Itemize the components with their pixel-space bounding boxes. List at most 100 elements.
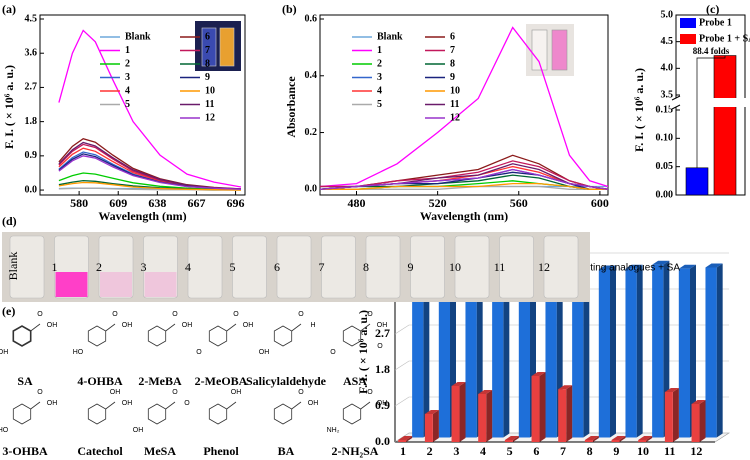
vial-label: 9 (408, 260, 414, 274)
x-tick-label: 696 (227, 196, 245, 210)
bar-top (558, 385, 573, 390)
bar-side (636, 264, 643, 438)
bar (691, 404, 700, 442)
atom-label: OH (182, 322, 193, 329)
atom-label: O (367, 389, 373, 396)
atom-label: OH (133, 427, 144, 434)
bar-top (504, 436, 519, 440)
atom-label: OH (377, 322, 388, 329)
ring (147, 325, 167, 347)
vial-label: 3 (141, 260, 147, 274)
atom-label: OH (110, 389, 121, 396)
y-tick-label: 2.7 (375, 326, 390, 340)
bar-top (691, 400, 706, 404)
ring (87, 403, 107, 425)
ring (12, 403, 32, 425)
bar (705, 267, 717, 438)
ring (208, 325, 228, 347)
atom-label: NH₂ (327, 427, 340, 434)
bar-side (512, 436, 519, 442)
axis-break-mark (671, 95, 681, 101)
legend-label: Probe 1 + SA (699, 33, 750, 44)
legend-swatch (680, 18, 696, 28)
atom-label: O (37, 389, 43, 396)
compound-name: Salicylaldehyde (246, 374, 327, 388)
atom-label: O (172, 311, 178, 318)
series-line (58, 153, 242, 190)
legend-label: 4 (125, 85, 130, 96)
compound-name: 3-OHBA (2, 444, 48, 458)
y-tick-label: 3.5 (661, 89, 674, 100)
y-tick-label: 0.9 (25, 150, 38, 161)
panel-label: (a) (2, 2, 16, 16)
x-tick-label: 6 (533, 444, 539, 458)
bar-side (539, 372, 546, 442)
bond (30, 323, 41, 332)
vial (454, 235, 490, 299)
legend-label: 8 (205, 58, 210, 69)
legend-label: 2 (125, 58, 130, 69)
legend-label: Competing analogues + SA (558, 263, 680, 274)
bond (226, 401, 237, 410)
axis-break (670, 98, 750, 107)
bar (492, 266, 504, 438)
grid-line (394, 432, 729, 443)
series-line (320, 160, 609, 190)
bond (291, 323, 302, 332)
series-line (58, 155, 242, 190)
bar (424, 414, 433, 442)
y-tick-label: 0.0 (25, 184, 38, 195)
bar-top (652, 260, 670, 265)
legend-swatch (680, 34, 696, 44)
x-tick-label: 3 (453, 444, 459, 458)
bar-side (583, 264, 590, 438)
y-tick-label: 0.9 (375, 398, 390, 412)
legend-label: 10 (450, 85, 460, 96)
bar-side (646, 436, 653, 442)
bar-top (705, 263, 723, 268)
bar-side (699, 400, 706, 442)
bar (465, 267, 477, 438)
y-tick-label: 1.8 (375, 362, 390, 376)
legend-label: 5 (125, 99, 130, 110)
bar (478, 394, 487, 442)
vial (321, 235, 356, 299)
y-axis-label: Absorbance (284, 76, 298, 138)
bond (291, 401, 302, 410)
vial (499, 235, 534, 299)
bar-side (486, 390, 493, 442)
y-tick-label: 1.8 (25, 116, 38, 127)
x-tick-label: 11 (664, 444, 675, 458)
atom-label: O (377, 343, 383, 350)
y-tick-label: 3.6 (25, 48, 38, 59)
y-tick-label: 0.2 (305, 127, 318, 138)
legend-label: 10 (205, 85, 215, 96)
bar-top (424, 410, 439, 414)
bar-side (566, 385, 573, 442)
bar (518, 268, 530, 438)
bar (638, 440, 647, 442)
bond (105, 401, 116, 410)
compound-name: ASA (343, 374, 367, 388)
y-tick-label: 0.6 (305, 13, 318, 24)
bar-side (716, 263, 723, 438)
vial (276, 235, 312, 299)
panel-label: (c) (706, 2, 719, 16)
bar (584, 440, 593, 442)
x-tick-label: 2 (427, 444, 433, 458)
series-line (320, 185, 608, 190)
vial-label: 4 (185, 260, 191, 274)
bar-side (619, 436, 626, 442)
bar-top (678, 264, 696, 269)
y-tick-label: 5.0 (661, 9, 674, 20)
legend-label: 5 (377, 99, 382, 110)
y-tick-label: 0.10 (656, 133, 674, 144)
legend-label: Blank (125, 31, 151, 42)
atom-label: OH (243, 322, 254, 329)
vial-label: 12 (538, 260, 550, 274)
atom-label: O (367, 311, 373, 318)
bar (678, 268, 690, 438)
x-tick-label: 480 (348, 196, 366, 210)
bar (438, 267, 450, 438)
y-tick-label: 0.15 (656, 104, 674, 115)
